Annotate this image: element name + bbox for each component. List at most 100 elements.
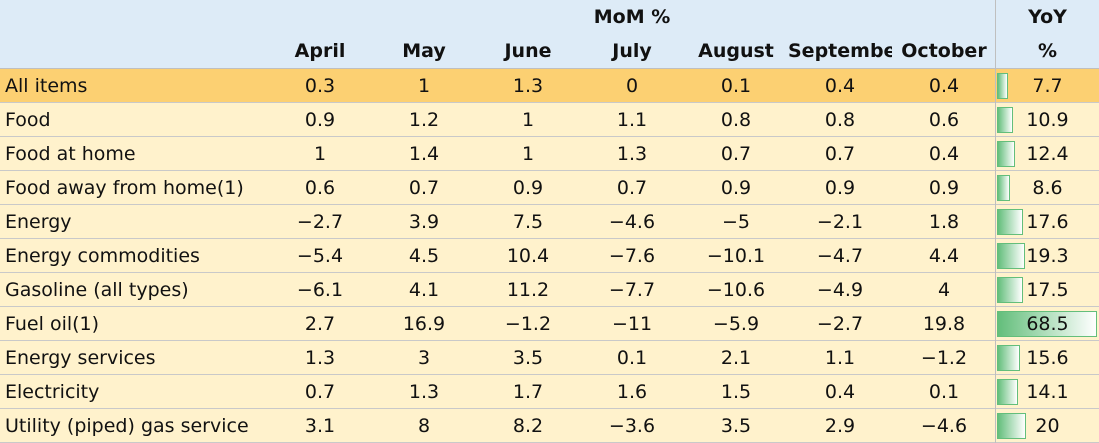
mom-value: −4.7 xyxy=(816,245,864,267)
mom-value: 1.8 xyxy=(928,211,960,233)
month-header: April xyxy=(294,40,346,62)
mom-value: −10.6 xyxy=(706,279,766,301)
mom-value: −10.1 xyxy=(706,245,766,267)
header-background xyxy=(0,0,1099,69)
row-label: Food xyxy=(5,109,51,131)
mom-value: 1.7 xyxy=(512,381,544,403)
yoy-value: 12.4 xyxy=(1026,143,1069,165)
mom-value: −4.6 xyxy=(920,415,968,437)
yoy-value: 20 xyxy=(1035,415,1060,437)
mom-value: −4.6 xyxy=(608,211,656,233)
yoy-data-bar xyxy=(997,209,1023,235)
mom-value: 0 xyxy=(625,75,639,97)
row-background xyxy=(0,69,1099,103)
yoy-value: 10.9 xyxy=(1026,109,1069,131)
yoy-value: 8.6 xyxy=(1032,177,1063,199)
mom-value: 1 xyxy=(521,109,535,131)
yoy-data-bar xyxy=(997,175,1010,201)
mom-value: 1.3 xyxy=(408,381,440,403)
month-header: May xyxy=(402,40,446,62)
mom-value: 1.3 xyxy=(304,347,336,369)
mom-value: 0.1 xyxy=(928,381,960,403)
mom-value: 1 xyxy=(417,75,431,97)
row-label: Energy services xyxy=(5,347,156,369)
yoy-value: 15.6 xyxy=(1026,347,1069,369)
row-label: Utility (piped) gas service xyxy=(5,415,249,437)
mom-value: 0.6 xyxy=(928,109,960,131)
mom-value: 0.8 xyxy=(824,109,856,131)
mom-value: 2.9 xyxy=(824,415,856,437)
row-label: Electricity xyxy=(5,381,100,403)
row-background xyxy=(0,205,1099,239)
yoy-value: 17.6 xyxy=(1026,211,1069,233)
mom-value: 0.9 xyxy=(824,177,856,199)
column-divider xyxy=(995,0,996,443)
yoy-data-bar xyxy=(997,243,1026,269)
row-background xyxy=(0,307,1099,341)
mom-value: 0.6 xyxy=(304,177,336,199)
row-background xyxy=(0,409,1099,443)
mom-value: 0.9 xyxy=(928,177,960,199)
mom-value: 4.1 xyxy=(408,279,440,301)
yoy-value: 68.5 xyxy=(1026,313,1069,335)
yoy-data-bar xyxy=(997,141,1016,167)
mom-value: −7.6 xyxy=(608,245,656,267)
mom-value: 0.8 xyxy=(720,109,752,131)
mom-value: 1.5 xyxy=(720,381,752,403)
month-header: July xyxy=(612,40,652,62)
mom-value: 3.9 xyxy=(408,211,440,233)
row-background xyxy=(0,171,1099,205)
mom-value: 11.2 xyxy=(506,279,550,301)
month-header: June xyxy=(504,40,552,62)
row-background xyxy=(0,239,1099,273)
mom-value: 3.5 xyxy=(720,415,752,437)
yoy-unit-header: % xyxy=(1037,40,1058,62)
row-label: Food away from home(1) xyxy=(5,177,244,199)
mom-value: 1.4 xyxy=(408,143,440,165)
mom-value: 1.1 xyxy=(824,347,856,369)
yoy-value: 19.3 xyxy=(1026,245,1069,267)
mom-value: 0.7 xyxy=(304,381,336,403)
mom-value: 0.1 xyxy=(720,75,752,97)
mom-value: 0.9 xyxy=(512,177,544,199)
yoy-data-bar xyxy=(997,379,1018,405)
mom-value: 16.9 xyxy=(402,313,446,335)
row-label: Food at home xyxy=(5,143,136,165)
mom-value: −2.7 xyxy=(816,313,864,335)
yoy-data-bar xyxy=(997,311,1097,337)
mom-value: 4.5 xyxy=(408,245,440,267)
mom-value: 0.4 xyxy=(824,381,856,403)
month-header: September xyxy=(788,40,892,62)
mom-value: 1.6 xyxy=(616,381,648,403)
mom-value: 1.3 xyxy=(512,75,544,97)
mom-value: −2.7 xyxy=(296,211,344,233)
yoy-data-bar xyxy=(997,277,1023,303)
mom-value: 1.2 xyxy=(408,109,440,131)
yoy-group-header: YoY xyxy=(1028,6,1067,28)
yoy-data-bar xyxy=(997,73,1009,99)
mom-value: 3 xyxy=(417,347,431,369)
mom-value: 0.7 xyxy=(616,177,648,199)
yoy-value: 17.5 xyxy=(1026,279,1069,301)
row-label: Fuel oil(1) xyxy=(5,313,100,335)
mom-value: 8 xyxy=(417,415,431,437)
mom-value: −5 xyxy=(721,211,750,233)
mom-value: 0.9 xyxy=(720,177,752,199)
mom-value: −1.2 xyxy=(504,313,552,335)
mom-value: 0.4 xyxy=(928,75,960,97)
row-background xyxy=(0,103,1099,137)
mom-value: 0.9 xyxy=(304,109,336,131)
mom-value: 7.5 xyxy=(512,211,544,233)
yoy-data-bar xyxy=(997,413,1027,439)
row-label: Gasoline (all types) xyxy=(5,279,189,301)
mom-value: 0.4 xyxy=(928,143,960,165)
mom-value: 10.4 xyxy=(506,245,550,267)
yoy-data-bar xyxy=(997,345,1020,371)
mom-value: −5.4 xyxy=(296,245,344,267)
mom-value: −2.1 xyxy=(816,211,864,233)
mom-value: −3.6 xyxy=(608,415,656,437)
mom-value: 1.1 xyxy=(616,109,648,131)
mom-value: 1.3 xyxy=(616,143,648,165)
mom-value: 0.7 xyxy=(408,177,440,199)
